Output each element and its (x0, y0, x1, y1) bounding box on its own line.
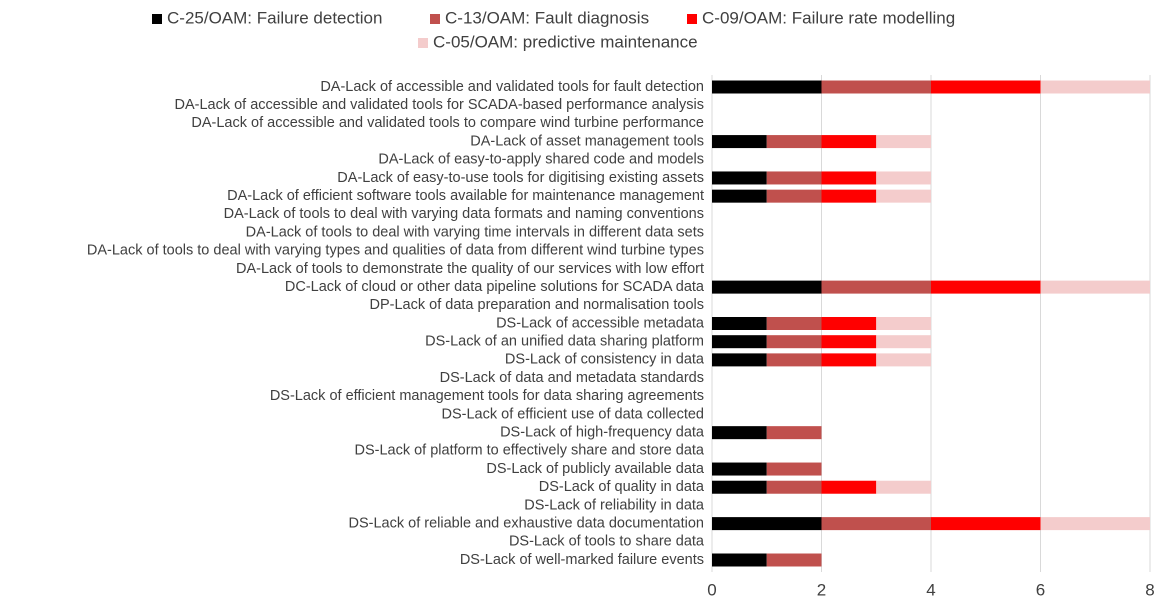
y-tick-label: DS-Lack of efficient management tools fo… (270, 388, 704, 404)
bar-segment (766, 135, 822, 149)
x-tick-label: 6 (1036, 580, 1045, 599)
y-tick-label: DS-Lack of reliability in data (524, 497, 705, 513)
y-tick-label: DA-Lack of tools to deal with varying ty… (87, 243, 704, 259)
bar-segment (876, 135, 931, 149)
bar-segment (1040, 280, 1150, 294)
y-tick-label: DA-Lack of accessible and validated tool… (320, 79, 704, 95)
bar-segment (766, 317, 822, 330)
bar-segment (821, 517, 931, 531)
y-tick-label: DA-Lack of accessible and validated tool… (174, 97, 704, 113)
bar-segment (1040, 517, 1150, 531)
bar-segment (712, 317, 767, 330)
legend-swatch (430, 14, 440, 24)
y-tick-label: DS-Lack of quality in data (539, 479, 705, 495)
bar-segment (1040, 80, 1150, 94)
bar-segment (766, 335, 822, 349)
y-tick-label: DS-Lack of platform to effectively share… (354, 443, 704, 459)
bar-segment (821, 317, 877, 330)
legend-swatch (152, 14, 162, 24)
y-tick-label: DS-Lack of publicly available data (486, 461, 705, 477)
x-tick-label: 8 (1145, 580, 1154, 599)
bar-segment (766, 353, 822, 367)
bar-segment (712, 553, 767, 567)
legend-swatch (418, 38, 428, 48)
bar-segment (766, 553, 822, 567)
y-tick-label: DA-Lack of asset management tools (470, 133, 704, 149)
legend-label: C-09/OAM: Failure rate modelling (702, 8, 955, 27)
bar-segment (821, 480, 877, 494)
bar-segment (821, 80, 931, 94)
legend-label: C-25/OAM: Failure detection (167, 8, 382, 27)
y-tick-label: DS-Lack of consistency in data (505, 352, 705, 368)
y-tick-label: DS-Lack of data and metadata standards (440, 370, 704, 386)
bar-segment (712, 517, 822, 531)
y-tick-label: DA-Lack of easy-to-use tools for digitis… (337, 170, 704, 186)
bar-segment (712, 480, 767, 494)
bar-segment (931, 280, 1041, 294)
y-tick-label: DS-Lack of tools to share data (509, 534, 705, 550)
bar-segment (821, 353, 877, 367)
y-tick-label: DP-Lack of data preparation and normalis… (370, 297, 705, 313)
y-tick-label: DS-Lack of accessible metadata (496, 315, 705, 331)
legend-label: C-13/OAM: Fault diagnosis (445, 8, 649, 27)
y-tick-label: DA-Lack of efficient software tools avai… (227, 188, 704, 204)
bar-segment (712, 171, 767, 185)
y-tick-label: DA-Lack of easy-to-apply shared code and… (378, 152, 704, 168)
bar-segment (766, 462, 822, 476)
y-tick-label: DS-Lack of efficient use of data collect… (442, 406, 705, 422)
bar-segment (712, 353, 767, 367)
y-tick-label: DS-Lack of well-marked failure events (460, 552, 704, 568)
bar-segment (712, 462, 767, 476)
legend-swatch (687, 14, 697, 24)
bar-segment (712, 335, 767, 349)
bar-segment (712, 135, 767, 149)
y-tick-label: DS-Lack of high-frequency data (500, 424, 705, 440)
y-tick-label: DA-Lack of accessible and validated tool… (191, 115, 704, 131)
bar-segment (766, 189, 822, 203)
x-tick-label: 4 (926, 580, 935, 599)
bar-segment (821, 135, 877, 149)
y-tick-label: DA-Lack of tools to deal with varying ti… (246, 224, 704, 240)
bar-segment (821, 335, 877, 349)
bar-segment (712, 426, 767, 440)
y-tick-label: DA-Lack of tools to demonstrate the qual… (236, 261, 704, 277)
y-tick-label: DA-Lack of tools to deal with varying da… (224, 206, 704, 222)
x-tick-label: 0 (707, 580, 716, 599)
legend-label: C-05/OAM: predictive maintenance (433, 32, 698, 51)
y-tick-label: DS-Lack of reliable and exhaustive data … (349, 515, 704, 531)
bar-segment (876, 171, 931, 185)
bar-segment (821, 280, 931, 294)
bar-segment (821, 171, 877, 185)
bar-segment (712, 280, 822, 294)
bar-segment (931, 517, 1041, 531)
bar-segment (712, 80, 822, 94)
bar-segment (876, 353, 931, 367)
bar-segment (876, 335, 931, 349)
bar-segment (876, 189, 931, 203)
bar-segment (712, 189, 767, 203)
bar-segment (766, 171, 822, 185)
bar-segment (766, 480, 822, 494)
bar-segment (931, 80, 1041, 94)
y-tick-label: DC-Lack of cloud or other data pipeline … (285, 279, 705, 295)
bar-segment (821, 189, 877, 203)
bar-segment (876, 317, 931, 330)
x-tick-label: 2 (817, 580, 826, 599)
bar-segment (766, 426, 822, 440)
bar-segment (876, 480, 931, 494)
y-tick-label: DS-Lack of an unified data sharing platf… (425, 334, 704, 350)
